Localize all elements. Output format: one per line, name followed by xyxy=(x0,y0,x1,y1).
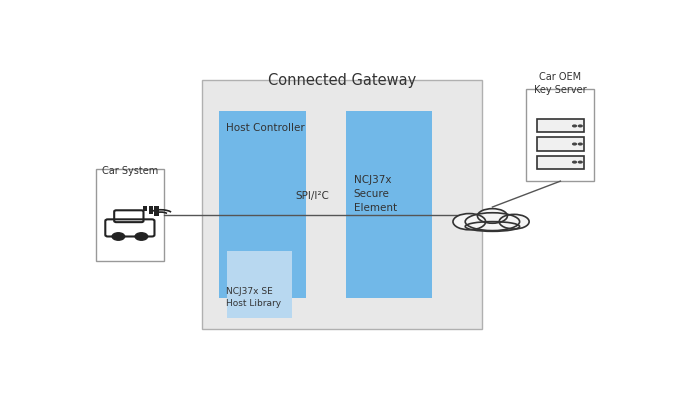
Text: NCJ37x
Secure
Element: NCJ37x Secure Element xyxy=(354,175,397,213)
FancyBboxPatch shape xyxy=(155,206,159,216)
FancyBboxPatch shape xyxy=(202,80,482,329)
FancyBboxPatch shape xyxy=(537,156,584,168)
Text: Car OEM
Key Server: Car OEM Key Server xyxy=(534,72,587,95)
Circle shape xyxy=(578,124,583,128)
FancyBboxPatch shape xyxy=(526,89,595,181)
Ellipse shape xyxy=(477,209,508,223)
Ellipse shape xyxy=(453,213,485,230)
FancyBboxPatch shape xyxy=(346,111,432,298)
Ellipse shape xyxy=(465,213,520,230)
Circle shape xyxy=(578,160,583,164)
Text: NCJ37x SE
Host Library: NCJ37x SE Host Library xyxy=(225,287,281,308)
FancyBboxPatch shape xyxy=(219,111,306,298)
Circle shape xyxy=(112,233,125,240)
FancyBboxPatch shape xyxy=(537,119,584,132)
FancyBboxPatch shape xyxy=(227,251,292,318)
Circle shape xyxy=(572,143,577,145)
Text: SPI/I²C: SPI/I²C xyxy=(295,192,329,201)
Text: Host Controller: Host Controller xyxy=(225,124,304,133)
Circle shape xyxy=(578,143,583,145)
FancyBboxPatch shape xyxy=(148,206,153,214)
Text: Car System: Car System xyxy=(102,166,158,175)
Circle shape xyxy=(572,124,577,128)
FancyBboxPatch shape xyxy=(143,206,147,211)
Circle shape xyxy=(572,160,577,164)
FancyBboxPatch shape xyxy=(537,137,584,151)
Ellipse shape xyxy=(465,222,520,231)
Ellipse shape xyxy=(500,214,529,229)
FancyBboxPatch shape xyxy=(96,168,164,261)
Text: Connected Gateway: Connected Gateway xyxy=(267,72,416,87)
Circle shape xyxy=(135,233,148,240)
